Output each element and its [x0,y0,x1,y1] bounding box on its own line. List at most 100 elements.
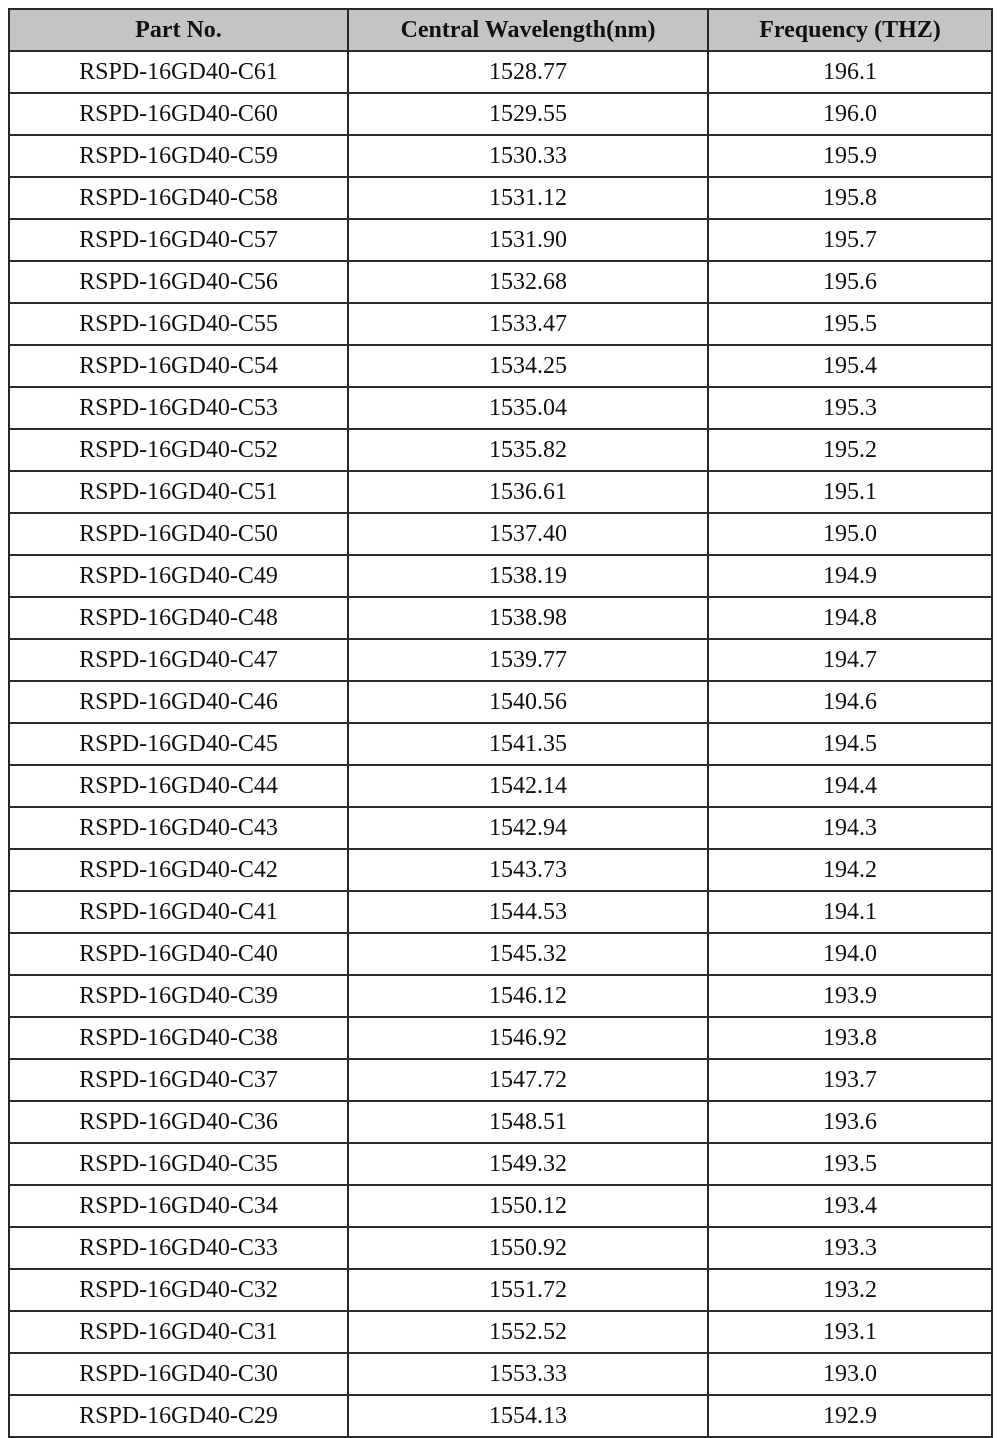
header-central-wavelength: Central Wavelength(nm) [347,8,709,52]
table-row: RSPD-16GD40-C51 1536.61 195.1 [8,470,993,514]
frequency-cell: 194.9 [707,554,993,598]
part-no-cell: RSPD-16GD40-C57 [8,218,349,262]
part-no-cell: RSPD-16GD40-C31 [8,1310,349,1354]
frequency-cell: 194.4 [707,764,993,808]
part-no-cell: RSPD-16GD40-C40 [8,932,349,976]
part-no-cell: RSPD-16GD40-C46 [8,680,349,724]
frequency-cell: 194.8 [707,596,993,640]
frequency-cell: 195.1 [707,470,993,514]
wavelength-cell: 1544.53 [347,890,709,934]
wavelength-cell: 1531.90 [347,218,709,262]
frequency-cell: 194.2 [707,848,993,892]
frequency-cell: 194.5 [707,722,993,766]
table-row: RSPD-16GD40-C50 1537.40 195.0 [8,512,993,556]
table-row: RSPD-16GD40-C45 1541.35 194.5 [8,722,993,766]
part-no-cell: RSPD-16GD40-C35 [8,1142,349,1186]
part-no-cell: RSPD-16GD40-C36 [8,1100,349,1144]
wavelength-cell: 1545.32 [347,932,709,976]
wavelength-cell: 1542.14 [347,764,709,808]
wavelength-cell: 1549.32 [347,1142,709,1186]
table-row: RSPD-16GD40-C35 1549.32 193.5 [8,1142,993,1186]
part-no-cell: RSPD-16GD40-C53 [8,386,349,430]
frequency-cell: 194.0 [707,932,993,976]
frequency-cell: 195.6 [707,260,993,304]
part-no-cell: RSPD-16GD40-C32 [8,1268,349,1312]
table-row: RSPD-16GD40-C32 1551.72 193.2 [8,1268,993,1312]
wavelength-cell: 1546.92 [347,1016,709,1060]
table-row: RSPD-16GD40-C44 1542.14 194.4 [8,764,993,808]
table-row: RSPD-16GD40-C56 1532.68 195.6 [8,260,993,304]
wavelength-cell: 1546.12 [347,974,709,1018]
table-row: RSPD-16GD40-C31 1552.52 193.1 [8,1310,993,1354]
table-row: RSPD-16GD40-C30 1553.33 193.0 [8,1352,993,1396]
wavelength-cell: 1530.33 [347,134,709,178]
frequency-cell: 194.6 [707,680,993,724]
header-part-no: Part No. [8,8,349,52]
part-no-cell: RSPD-16GD40-C49 [8,554,349,598]
wavelength-cell: 1537.40 [347,512,709,556]
wavelength-cell: 1536.61 [347,470,709,514]
wavelength-cell: 1547.72 [347,1058,709,1102]
table-row: RSPD-16GD40-C40 1545.32 194.0 [8,932,993,976]
frequency-cell: 193.2 [707,1268,993,1312]
table-row: RSPD-16GD40-C38 1546.92 193.8 [8,1016,993,1060]
part-no-cell: RSPD-16GD40-C41 [8,890,349,934]
frequency-cell: 193.7 [707,1058,993,1102]
table-row: RSPD-16GD40-C41 1544.53 194.1 [8,890,993,934]
table-row: RSPD-16GD40-C39 1546.12 193.9 [8,974,993,1018]
table-row: RSPD-16GD40-C34 1550.12 193.4 [8,1184,993,1228]
part-no-cell: RSPD-16GD40-C37 [8,1058,349,1102]
wavelength-cell: 1532.68 [347,260,709,304]
table-row: RSPD-16GD40-C48 1538.98 194.8 [8,596,993,640]
part-no-cell: RSPD-16GD40-C38 [8,1016,349,1060]
table-row: RSPD-16GD40-C29 1554.13 192.9 [8,1394,993,1438]
wavelength-cell: 1543.73 [347,848,709,892]
frequency-cell: 195.2 [707,428,993,472]
wavelength-cell: 1533.47 [347,302,709,346]
wavelength-cell: 1551.72 [347,1268,709,1312]
part-no-cell: RSPD-16GD40-C33 [8,1226,349,1270]
table-row: RSPD-16GD40-C61 1528.77 196.1 [8,50,993,94]
wavelength-cell: 1548.51 [347,1100,709,1144]
part-no-cell: RSPD-16GD40-C59 [8,134,349,178]
wavelength-cell: 1550.92 [347,1226,709,1270]
part-no-cell: RSPD-16GD40-C52 [8,428,349,472]
part-no-cell: RSPD-16GD40-C54 [8,344,349,388]
frequency-cell: 195.5 [707,302,993,346]
frequency-cell: 195.7 [707,218,993,262]
frequency-cell: 195.4 [707,344,993,388]
table-row: RSPD-16GD40-C55 1533.47 195.5 [8,302,993,346]
wavelength-cell: 1531.12 [347,176,709,220]
wavelength-cell: 1534.25 [347,344,709,388]
table-row: RSPD-16GD40-C57 1531.90 195.7 [8,218,993,262]
table-row: RSPD-16GD40-C60 1529.55 196.0 [8,92,993,136]
frequency-cell: 193.6 [707,1100,993,1144]
frequency-cell: 196.0 [707,92,993,136]
table-row: RSPD-16GD40-C37 1547.72 193.7 [8,1058,993,1102]
frequency-cell: 193.3 [707,1226,993,1270]
part-no-cell: RSPD-16GD40-C39 [8,974,349,1018]
wavelength-table: Part No. Central Wavelength(nm) Frequenc… [8,8,993,1438]
part-no-cell: RSPD-16GD40-C30 [8,1352,349,1396]
part-no-cell: RSPD-16GD40-C44 [8,764,349,808]
header-row: Part No. Central Wavelength(nm) Frequenc… [8,8,993,52]
frequency-cell: 193.0 [707,1352,993,1396]
table-row: RSPD-16GD40-C54 1534.25 195.4 [8,344,993,388]
wavelength-cell: 1554.13 [347,1394,709,1438]
table-row: RSPD-16GD40-C33 1550.92 193.3 [8,1226,993,1270]
wavelength-cell: 1538.19 [347,554,709,598]
wavelength-cell: 1539.77 [347,638,709,682]
part-no-cell: RSPD-16GD40-C47 [8,638,349,682]
wavelength-cell: 1540.56 [347,680,709,724]
part-no-cell: RSPD-16GD40-C48 [8,596,349,640]
frequency-cell: 195.0 [707,512,993,556]
wavelength-cell: 1529.55 [347,92,709,136]
table-row: RSPD-16GD40-C52 1535.82 195.2 [8,428,993,472]
frequency-cell: 193.8 [707,1016,993,1060]
header-frequency: Frequency (THZ) [707,8,993,52]
table-row: RSPD-16GD40-C59 1530.33 195.9 [8,134,993,178]
frequency-cell: 194.1 [707,890,993,934]
part-no-cell: RSPD-16GD40-C61 [8,50,349,94]
frequency-cell: 192.9 [707,1394,993,1438]
frequency-cell: 194.7 [707,638,993,682]
